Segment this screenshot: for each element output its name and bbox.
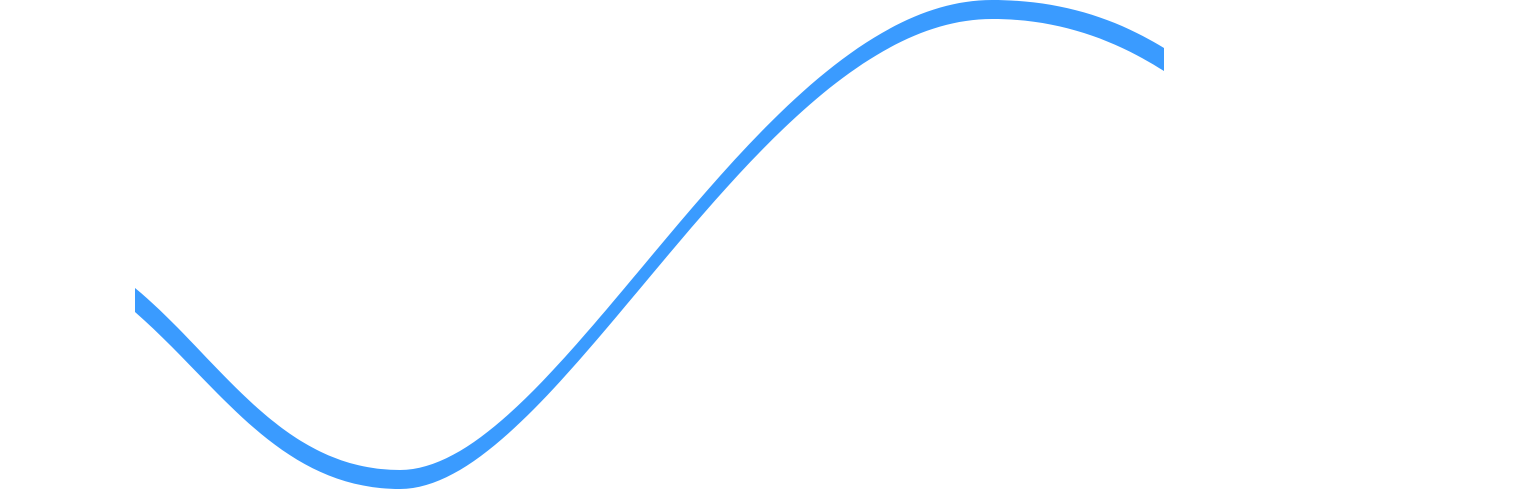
background bbox=[0, 0, 1521, 489]
wave-graphic bbox=[0, 0, 1521, 489]
